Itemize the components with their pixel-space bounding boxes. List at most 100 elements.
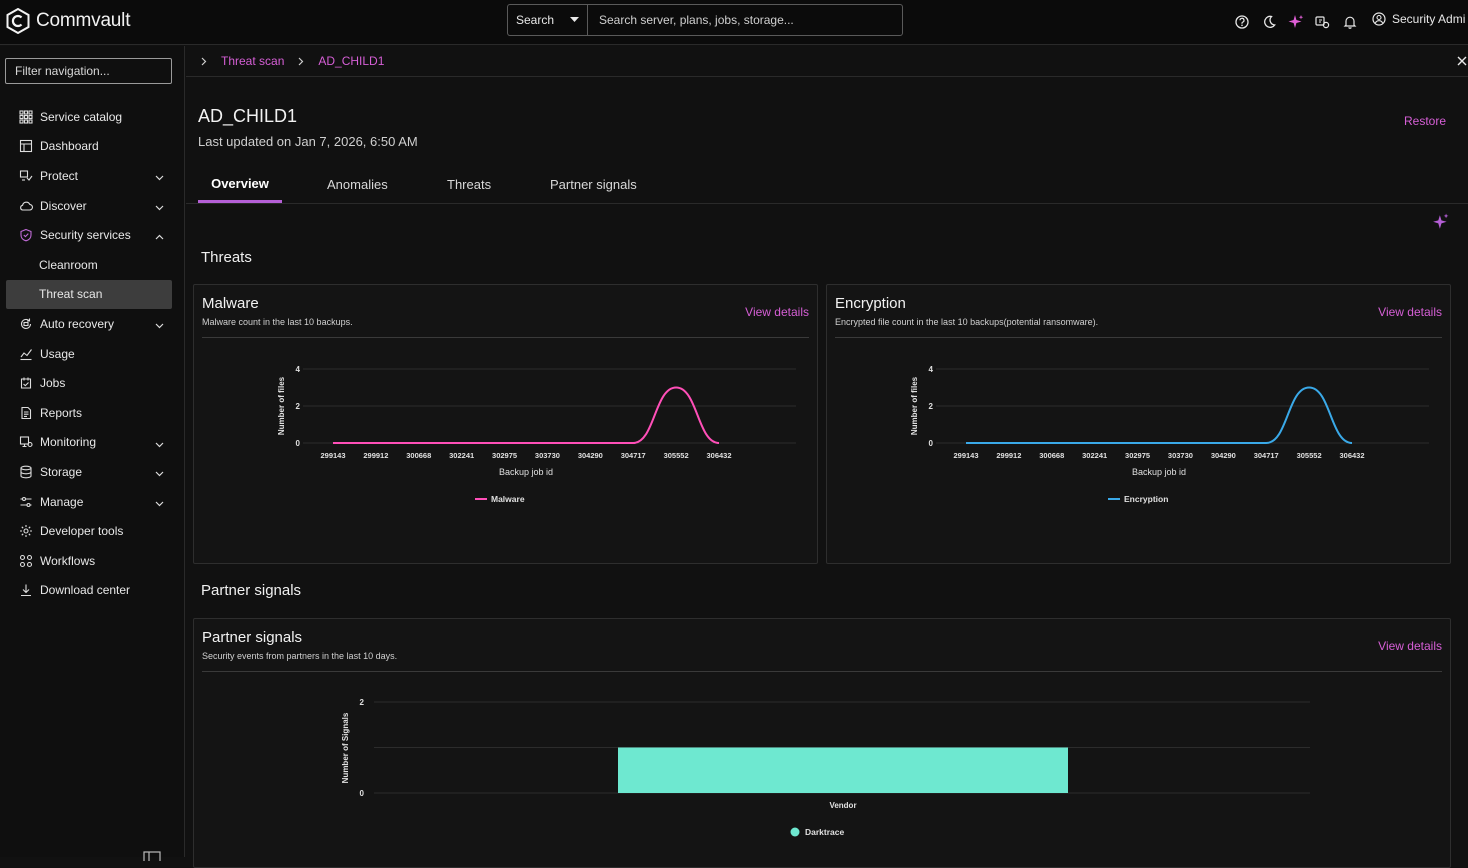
sidebar-item-label: Developer tools — [40, 524, 124, 539]
encryption-card-title: Encryption — [835, 295, 906, 312]
search-scope-select[interactable]: Search — [508, 5, 588, 35]
dashboard-icon — [19, 139, 33, 153]
y-tick-label: 4 — [296, 365, 301, 374]
gear-icon — [19, 524, 33, 538]
cloud-icon — [19, 199, 33, 213]
breadcrumb-threat-scan[interactable]: Threat scan — [221, 54, 285, 68]
chevron-down-icon — [155, 466, 164, 480]
sidebar-item-dashboard[interactable]: Dashboard — [6, 132, 172, 162]
bar-darktrace — [618, 747, 1068, 793]
sidebar-item-auto-recovery[interactable]: Auto recovery — [6, 309, 172, 339]
download-icon — [19, 583, 33, 597]
y-axis-label: Number of Signals — [341, 712, 350, 783]
sidebar-item-usage[interactable]: Usage — [6, 339, 172, 369]
x-tick-label: 304290 — [1211, 451, 1236, 460]
malware-view-details-link[interactable]: View details — [745, 305, 809, 319]
partner-section-title: Partner signals — [201, 582, 302, 599]
x-tick-label: 306432 — [706, 451, 731, 460]
encryption-card: Encryption Encrypted file count in the l… — [826, 284, 1451, 564]
protect-icon — [19, 169, 33, 183]
x-tick-label: 299143 — [320, 451, 345, 460]
restore-button[interactable]: Restore — [1404, 114, 1447, 128]
sidebar-item-label: Auto recovery — [40, 316, 115, 331]
monitoring-icon — [19, 435, 33, 449]
manage-icon — [19, 495, 33, 509]
help-icon — [1234, 15, 1249, 29]
last-updated-text: Last updated on Jan 7, 2026, 6:50 AM — [198, 134, 418, 149]
workflow-icon — [19, 554, 33, 568]
x-tick-label: 302241 — [1082, 451, 1107, 460]
collapse-sidebar-icon[interactable] — [143, 851, 161, 861]
close-icon[interactable] — [1456, 55, 1468, 67]
sidebar-item-jobs[interactable]: Jobs — [6, 368, 172, 398]
tab-threats[interactable]: Threats — [447, 177, 492, 192]
tab-partner-signals[interactable]: Partner signals — [550, 177, 637, 192]
sidebar-item-security-services[interactable]: Security services — [6, 220, 172, 250]
x-tick-label: 306432 — [1339, 451, 1364, 460]
sparkle-icon — [1288, 15, 1303, 28]
user-menu[interactable]: Security Admi — [1372, 12, 1465, 26]
notifications-button[interactable] — [1336, 12, 1363, 32]
sidebar-item-label: Manage — [40, 494, 84, 509]
sidebar-item-reports[interactable]: Reports — [6, 398, 172, 428]
x-tick-label: 305552 — [664, 451, 689, 460]
y-axis-label: Number of files — [277, 376, 286, 435]
sidebar-item-developer-tools[interactable]: Developer tools — [6, 516, 172, 546]
bell-icon — [1343, 16, 1356, 29]
header-actions — [1228, 12, 1363, 32]
sidebar-item-protect[interactable]: Protect — [6, 161, 172, 191]
chevron-right-icon — [201, 57, 207, 66]
sidebar-item-storage[interactable]: Storage — [6, 457, 172, 487]
threats-section-title: Threats — [201, 249, 252, 266]
filter-navigation-input[interactable] — [5, 58, 172, 84]
global-search: Search — [507, 4, 903, 36]
series-line-malware — [332, 386, 720, 444]
encryption-view-details-link[interactable]: View details — [1378, 305, 1442, 319]
x-tick-label: 299912 — [363, 451, 388, 460]
tab-overview[interactable]: Overview — [198, 166, 282, 203]
recovery-icon — [19, 317, 33, 331]
sidebar-item-label: Storage — [40, 464, 83, 479]
sidebar-item-workflows[interactable]: Workflows — [6, 546, 172, 576]
sidebar-nav: Service catalog Dashboard Protect Discover S… — [6, 102, 172, 605]
sidebar-item-cleanroom[interactable]: Cleanroom — [6, 250, 172, 280]
malware-card: Malware Malware count in the last 10 bac… — [193, 284, 818, 564]
sidebar-item-label: Security services — [40, 228, 131, 243]
partner-view-details-link[interactable]: View details — [1378, 639, 1442, 653]
sidebar: Service catalog Dashboard Protect Discover S… — [0, 46, 185, 861]
sidebar-item-label: Reports — [40, 405, 83, 420]
tab-anomalies[interactable]: Anomalies — [327, 177, 388, 192]
shield-icon — [19, 228, 33, 242]
x-tick-label: 300668 — [406, 451, 431, 460]
breadcrumb: Threat scan AD_CHILD1 — [186, 46, 1468, 77]
ai-assistant-button[interactable] — [1282, 12, 1309, 32]
grid-icon — [19, 110, 33, 124]
x-tick-label: 302975 — [492, 451, 517, 460]
theme-toggle-button[interactable] — [1255, 12, 1282, 32]
sidebar-item-monitoring[interactable]: Monitoring — [6, 428, 172, 458]
ai-insights-sparkle-icon[interactable] — [1432, 213, 1450, 231]
sidebar-item-service-catalog[interactable]: Service catalog — [6, 102, 172, 132]
tab-bar: Overview Anomalies Threats Partner signa… — [186, 166, 1468, 204]
help-button[interactable] — [1228, 12, 1255, 32]
support-button[interactable] — [1309, 12, 1336, 32]
page-title: AD_CHILD1 — [198, 106, 298, 126]
x-tick-label: 304717 — [1254, 451, 1279, 460]
x-tick-label: 302975 — [1125, 451, 1150, 460]
y-tick-label: 2 — [360, 698, 365, 707]
x-tick-label: Vendor — [829, 801, 856, 810]
sidebar-item-label: Monitoring — [40, 435, 97, 450]
search-input[interactable] — [588, 5, 902, 35]
logo[interactable]: Commvault — [6, 8, 130, 34]
sidebar-item-discover[interactable]: Discover — [6, 191, 172, 221]
chevron-down-icon — [155, 496, 164, 510]
partner-card-subtitle: Security events from partners in the las… — [202, 651, 398, 661]
y-tick-label: 0 — [360, 789, 365, 798]
series-line-encryption — [965, 386, 1353, 444]
sidebar-item-label: Protect — [40, 168, 79, 183]
sidebar-item-download-center[interactable]: Download center — [6, 576, 172, 606]
sidebar-item-threat-scan[interactable]: Threat scan — [6, 279, 172, 310]
sidebar-item-manage[interactable]: Manage — [6, 487, 172, 517]
chevron-down-icon — [155, 318, 164, 332]
breadcrumb-current[interactable]: AD_CHILD1 — [318, 54, 385, 68]
